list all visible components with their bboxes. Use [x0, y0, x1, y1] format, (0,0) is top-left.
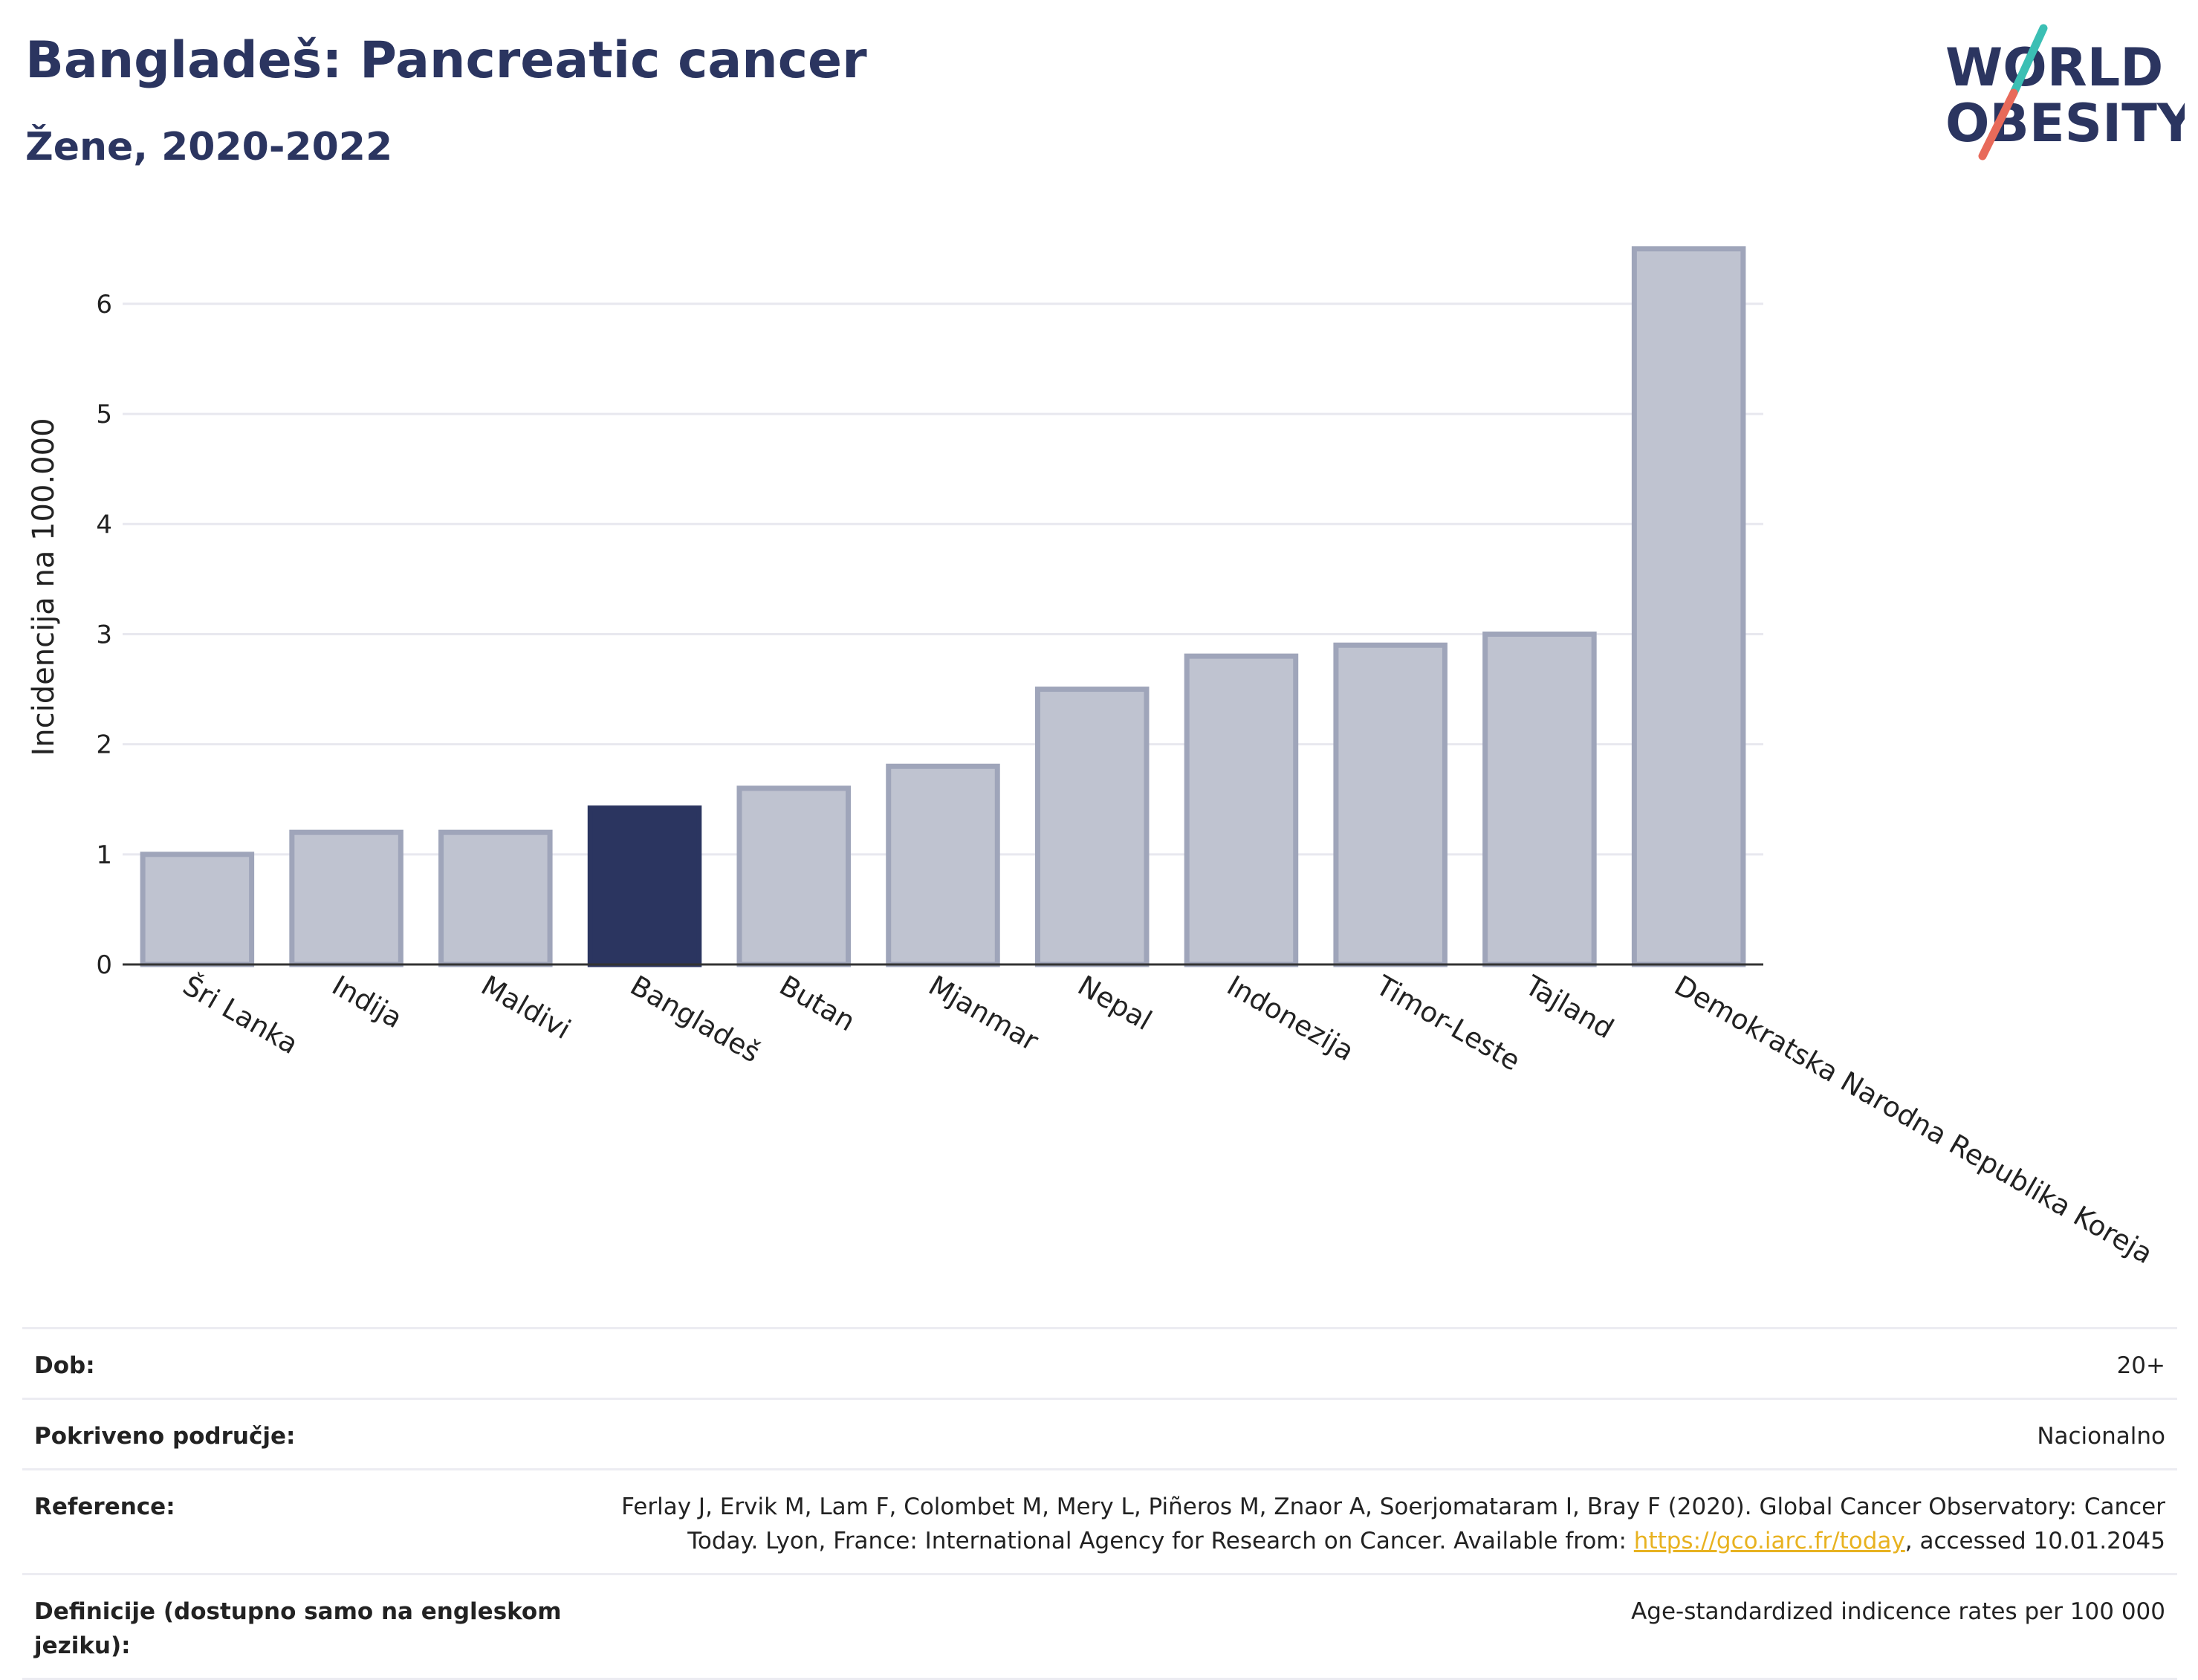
info-key: Definicije (dostupno samo na engleskom j…	[34, 1598, 562, 1659]
bars	[140, 246, 1746, 967]
y-tick-label: 4	[96, 510, 112, 539]
y-axis-ticks: 0 1 2 3 4 5 6	[96, 290, 112, 980]
y-tick-label: 6	[96, 290, 112, 320]
bar-3[interactable]	[587, 805, 702, 967]
y-tick-label: 2	[96, 730, 112, 760]
info-row-age: Dob: 20+	[22, 1327, 2177, 1398]
bar-10[interactable]	[1631, 246, 1746, 967]
bar-0[interactable]	[140, 852, 255, 967]
info-key: Reference:	[34, 1493, 175, 1520]
page-subtitle: Žene, 2020-2022	[25, 125, 393, 169]
y-tick-label: 1	[96, 840, 112, 870]
bar-1[interactable]	[289, 829, 403, 967]
info-row-reference: Reference: Ferlay J, Ervik M, Lam F, Col…	[22, 1468, 2177, 1573]
x-category-label: Maldivi	[476, 970, 576, 1046]
bar-2[interactable]	[438, 829, 553, 967]
y-tick-label: 3	[96, 620, 112, 649]
info-row-definitions: Definicije (dostupno samo na engleskom j…	[22, 1573, 2177, 1680]
info-value: 20+	[2116, 1352, 2165, 1379]
y-tick-label: 0	[96, 950, 112, 980]
y-tick-label: 5	[96, 400, 112, 429]
y-axis-label: Incidencija na 100.000	[27, 418, 61, 756]
logo-slash-bottom	[1978, 88, 2018, 160]
info-key: Pokriveno područje:	[34, 1423, 296, 1450]
info-table: Dob: 20+ Pokriveno područje: Nacionalno …	[22, 1327, 2177, 1680]
reference-link[interactable]: https://gco.iarc.fr/today	[1633, 1528, 1905, 1554]
x-category-label: Indija	[327, 970, 408, 1035]
x-category-label: Mjanmar	[924, 970, 1045, 1058]
x-category-label: Indonezija	[1222, 970, 1359, 1068]
info-value: Ferlay J, Ervik M, Lam F, Colombet M, Me…	[569, 1490, 2165, 1558]
bar-6[interactable]	[1034, 687, 1150, 967]
x-category-label: Bangladeš	[625, 970, 765, 1069]
x-axis-labels: Šri Lanka Indija Maldivi Bangladeš Butan Mjan…	[178, 969, 2158, 1271]
bar-5[interactable]	[886, 763, 1000, 967]
bar-4[interactable]	[736, 785, 852, 967]
bar-8[interactable]	[1333, 642, 1447, 967]
bar-7[interactable]	[1184, 653, 1299, 967]
reference-accessed: , accessed 10.01.2045	[1904, 1528, 2165, 1554]
logo-slash-top	[2009, 24, 2048, 97]
world-obesity-logo: WORLD OBESITY	[1945, 24, 2185, 160]
logo-line1: WORLD	[1945, 37, 2163, 98]
x-category-label: Demokratska Narodna Republika Koreja	[1669, 970, 2158, 1271]
page-title: Bangladeš: Pancreatic cancer	[25, 31, 867, 90]
x-category-label: Tajland	[1520, 969, 1619, 1045]
info-key: Dob:	[34, 1352, 95, 1379]
x-category-label: Nepal	[1072, 970, 1157, 1037]
info-value: Age-standardized indicence rates per 100…	[1631, 1598, 2165, 1625]
x-category-label: Timor-Leste	[1370, 969, 1526, 1077]
reference-text: Ferlay J, Ervik M, Lam F, Colombet M, Me…	[621, 1493, 2165, 1554]
info-row-coverage: Pokriveno područje: Nacionalno	[22, 1398, 2177, 1468]
bar-chart: 0 1 2 3 4 5 6 Šri Lanka Indija Maldivi Bangladeš B…	[27, 246, 2158, 1271]
x-category-label: Butan	[774, 970, 860, 1038]
x-category-label: Šri Lanka	[178, 969, 304, 1061]
info-value: Nacionalno	[2037, 1423, 2165, 1450]
bar-9[interactable]	[1482, 631, 1597, 967]
